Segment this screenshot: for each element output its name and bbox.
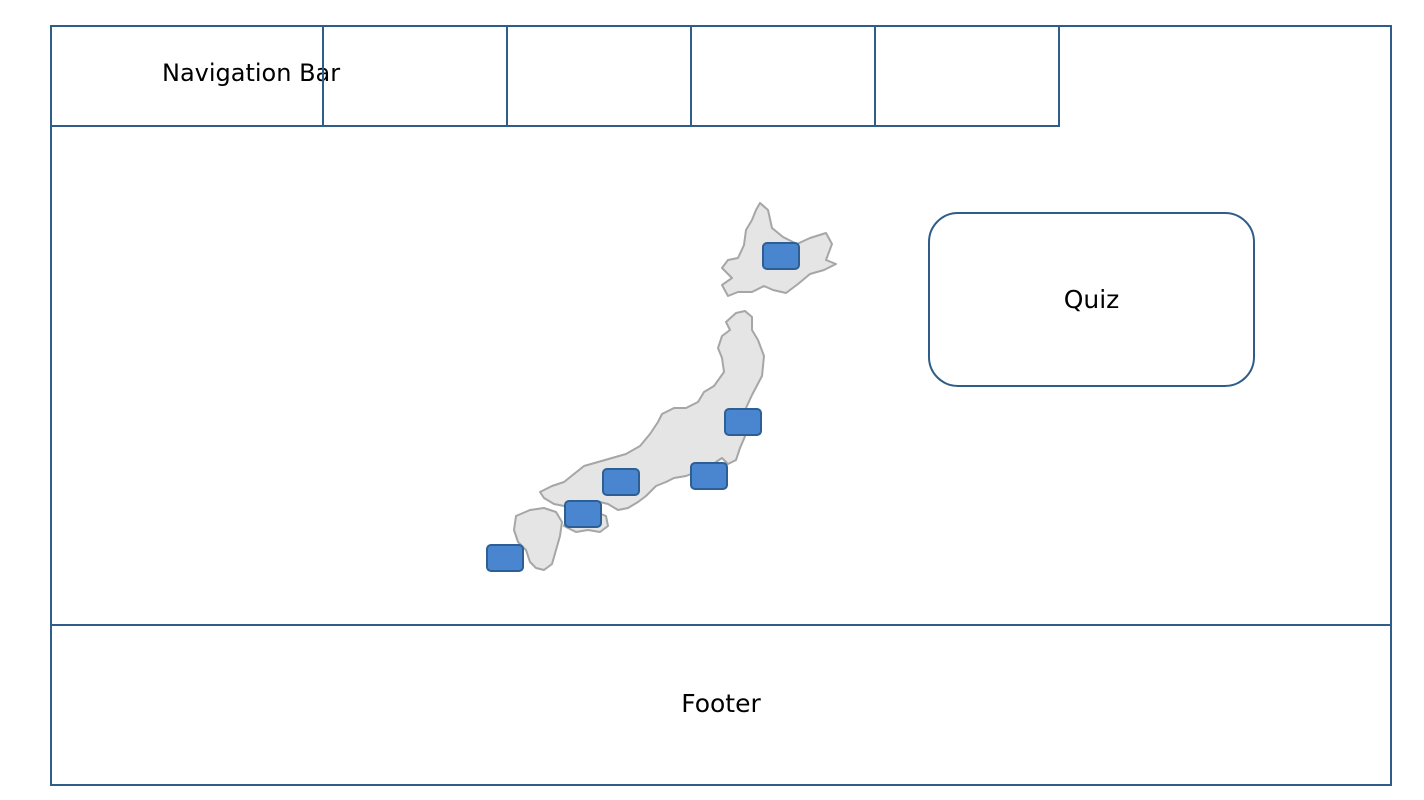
map-marker-icon[interactable] <box>724 408 762 436</box>
map-marker-icon[interactable] <box>690 462 728 490</box>
nav-tab-2[interactable] <box>506 25 692 127</box>
map-marker-icon[interactable] <box>762 242 800 270</box>
navigation-bar-label: Navigation Bar <box>162 59 341 87</box>
quiz-label: Quiz <box>1063 285 1120 314</box>
japan-map-icon <box>513 202 837 571</box>
japan-map <box>460 190 860 590</box>
navigation-bar <box>50 25 1060 127</box>
nav-tab-3[interactable] <box>690 25 876 127</box>
nav-tab-4[interactable] <box>874 25 1060 127</box>
quiz-button[interactable]: Quiz <box>928 212 1255 387</box>
map-marker-icon[interactable] <box>486 544 524 572</box>
footer-label: Footer <box>681 689 761 718</box>
page-frame <box>50 25 1392 786</box>
map-marker-icon[interactable] <box>602 468 640 496</box>
map-marker-icon[interactable] <box>564 500 602 528</box>
footer-divider <box>50 624 1392 626</box>
nav-tab-1[interactable] <box>322 25 508 127</box>
